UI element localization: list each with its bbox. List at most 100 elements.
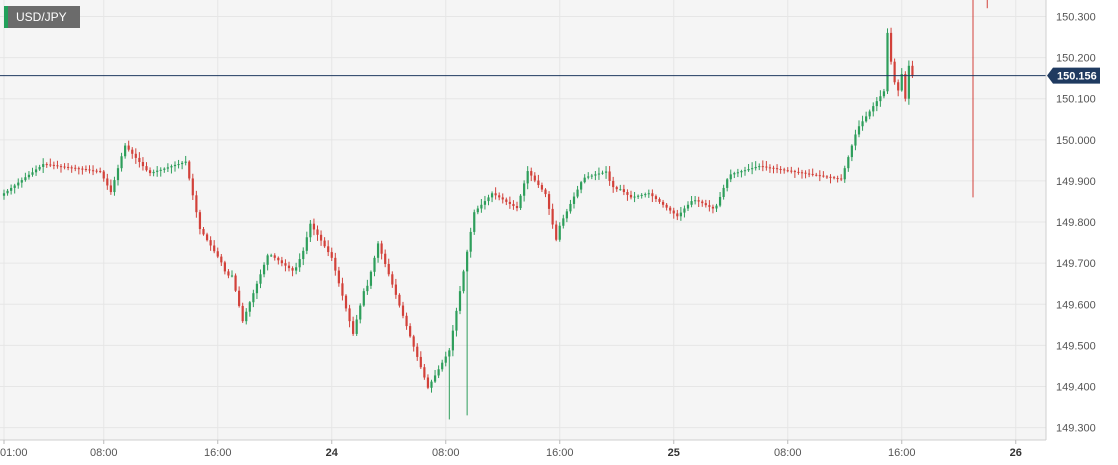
candle — [398, 293, 401, 308]
candle — [17, 178, 20, 189]
candle — [156, 166, 159, 177]
candle-body — [116, 168, 120, 181]
candle-body — [907, 65, 910, 99]
candle — [419, 351, 422, 369]
candle-body — [99, 171, 102, 173]
candle — [88, 165, 91, 174]
candle-body — [277, 257, 280, 261]
candle — [273, 253, 276, 261]
candle — [423, 363, 426, 380]
candle-body — [836, 178, 839, 180]
candle — [131, 147, 134, 159]
candle-body — [341, 283, 344, 296]
candle-body — [369, 271, 373, 286]
candle-body — [52, 164, 55, 166]
candle — [416, 343, 419, 361]
candle-body — [241, 305, 244, 322]
candle — [850, 144, 853, 162]
candle — [633, 191, 636, 203]
candle-body — [170, 166, 173, 168]
candle-body — [355, 319, 358, 334]
candle-body — [109, 185, 112, 193]
candle — [433, 370, 437, 383]
x-tick-label: 08:00 — [774, 447, 802, 459]
candle — [74, 164, 77, 172]
candle-body — [238, 290, 241, 306]
candle — [348, 304, 351, 328]
candle — [373, 255, 376, 277]
candle — [173, 161, 177, 172]
candle-body — [800, 172, 804, 174]
candle-body — [747, 169, 750, 171]
candle — [480, 199, 483, 213]
candle-body — [555, 224, 558, 240]
candle-body — [847, 157, 850, 169]
candle-body — [216, 251, 219, 257]
candle — [640, 193, 643, 199]
candle — [487, 194, 490, 206]
candle — [191, 173, 194, 201]
candle — [547, 191, 551, 215]
candle — [854, 129, 857, 151]
candle-body — [679, 212, 682, 217]
candle-body — [387, 264, 390, 275]
candle-body — [811, 173, 814, 175]
candle-body — [690, 201, 693, 205]
candle — [775, 164, 779, 174]
candle-body — [444, 356, 447, 363]
candle — [227, 269, 230, 279]
candle-body — [694, 200, 697, 202]
candle-body — [113, 180, 116, 193]
candle-body — [654, 196, 658, 200]
candle — [551, 203, 554, 229]
candle — [334, 252, 337, 276]
candle — [376, 241, 380, 263]
current-price-tag — [1047, 67, 1100, 84]
candle — [170, 164, 173, 174]
candle-body — [897, 82, 900, 91]
candle — [181, 160, 184, 170]
candle — [804, 170, 807, 179]
candle — [797, 167, 800, 175]
candle — [800, 169, 804, 179]
candle-body — [576, 189, 579, 197]
candle — [77, 166, 80, 175]
candle — [686, 201, 690, 211]
candle-body — [298, 259, 301, 268]
candle — [6, 189, 9, 196]
candle-body — [558, 225, 561, 240]
candle-body — [462, 271, 465, 292]
candle — [380, 240, 383, 260]
candle — [127, 140, 130, 152]
candle-body — [889, 32, 893, 62]
candle — [626, 189, 629, 201]
candle-body — [722, 187, 725, 197]
candle-body — [676, 213, 679, 217]
candle — [394, 278, 397, 299]
candle — [56, 160, 59, 169]
candle — [366, 279, 369, 295]
symbol-badge: USD/JPY — [4, 6, 80, 28]
candle — [783, 167, 786, 174]
candle-body — [106, 178, 109, 186]
candle — [42, 158, 45, 173]
candle-body — [804, 172, 807, 174]
candle — [879, 90, 882, 107]
candle — [868, 109, 871, 120]
candle-body — [868, 111, 871, 117]
candle — [629, 190, 633, 200]
candle — [832, 175, 836, 180]
candle-body — [779, 169, 782, 171]
candle — [99, 167, 102, 174]
candle — [116, 164, 120, 186]
candle-body — [131, 149, 134, 154]
candle-body — [49, 164, 52, 166]
x-tick-label: 26 — [1010, 447, 1022, 459]
candle — [163, 167, 166, 173]
candle-body — [565, 211, 568, 219]
candle-body — [266, 255, 269, 265]
candle-body — [67, 166, 70, 168]
candle-body — [127, 145, 130, 150]
candle-body — [857, 126, 861, 135]
candle — [897, 79, 900, 97]
